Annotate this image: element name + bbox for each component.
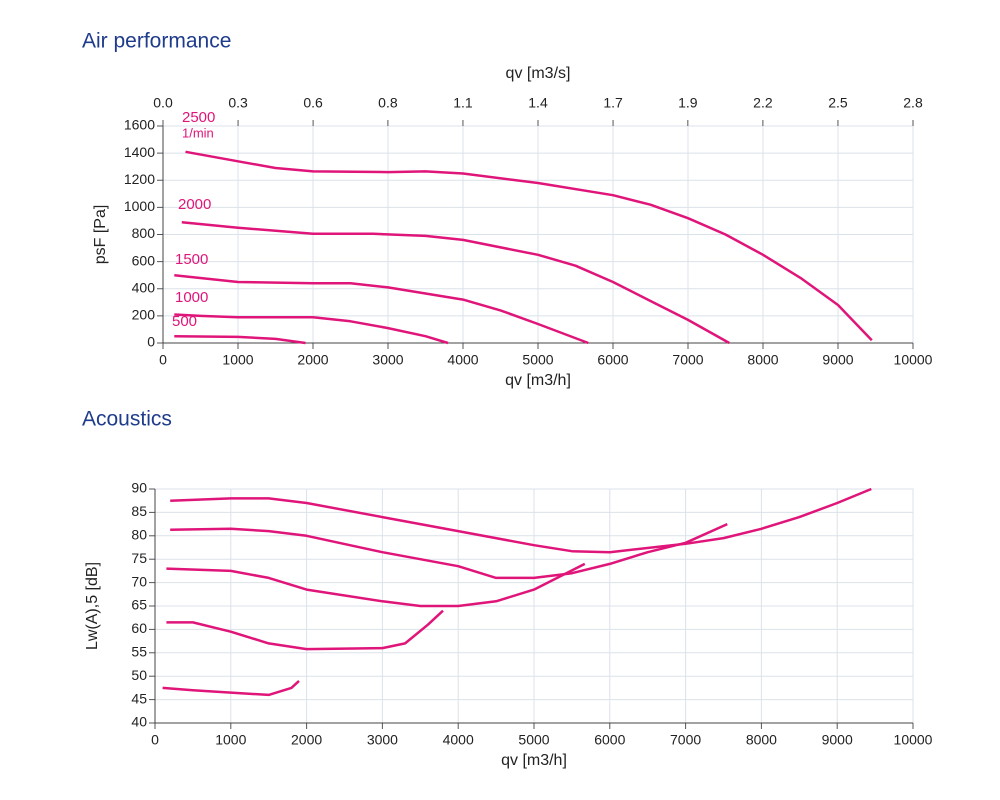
y-tick-label: 90: [131, 480, 147, 496]
y-tick-label: 0: [147, 334, 155, 350]
y-tick-label: 40: [131, 714, 147, 730]
chart-title: Acoustics: [82, 408, 172, 431]
x2-tick-label: 1.7: [603, 95, 623, 111]
x-tick-label: 5000: [522, 352, 553, 368]
y-tick-label: 1000: [124, 198, 155, 214]
x-tick-label: 9000: [822, 352, 853, 368]
x-tick-label: 10000: [894, 732, 933, 748]
x-tick-label: 7000: [672, 352, 703, 368]
y-tick-label: 600: [132, 252, 156, 268]
series-line: [166, 609, 444, 651]
series-line: [170, 487, 872, 554]
series-label: 1500: [175, 251, 208, 268]
y-tick-label: 1400: [124, 144, 155, 160]
y-tick-label: 200: [132, 307, 156, 323]
x2-axis-label: qv [m3/s]: [506, 65, 571, 82]
series-line: [166, 562, 586, 608]
series-label: 2500: [182, 109, 215, 126]
series-line: [174, 334, 306, 345]
x2-tick-label: 0.0: [153, 95, 173, 111]
y-tick-label: 85: [131, 503, 147, 519]
x-axis-label: qv [m3/h]: [501, 752, 567, 769]
x2-tick-label: 1.9: [678, 95, 698, 111]
x2-tick-label: 1.1: [453, 95, 473, 111]
y-tick-label: 60: [131, 620, 147, 636]
x-tick-label: 0: [151, 732, 159, 748]
x-tick-label: 3000: [372, 352, 403, 368]
y-tick-label: 50: [131, 667, 147, 683]
chart-title: Air performance: [82, 30, 231, 53]
y-tick-label: 55: [131, 644, 147, 660]
y-tick-label: 1600: [124, 117, 155, 133]
x-tick-label: 6000: [597, 352, 628, 368]
y-tick-label: 80: [131, 527, 147, 543]
series-line: [174, 273, 589, 345]
x-tick-label: 3000: [367, 732, 398, 748]
y-axis-label: Lw(A),5 [dB]: [84, 562, 101, 650]
y-tick-label: 70: [131, 573, 147, 589]
y-tick-label: 400: [132, 279, 156, 295]
x-tick-label: 7000: [670, 732, 701, 748]
series-line: [174, 313, 449, 345]
x2-tick-label: 0.6: [303, 95, 323, 111]
unit-label: 1/min: [182, 125, 214, 140]
y-tick-label: 65: [131, 597, 147, 613]
x2-tick-label: 0.8: [378, 95, 398, 111]
series-label: 500: [172, 313, 197, 330]
x2-tick-label: 1.4: [528, 95, 548, 111]
x-tick-label: 2000: [297, 352, 328, 368]
x-axis-label: qv [m3/h]: [505, 372, 571, 389]
x-tick-label: 1000: [222, 352, 253, 368]
x2-tick-label: 2.8: [903, 95, 923, 111]
x2-tick-label: 2.2: [753, 95, 773, 111]
x2-tick-label: 2.5: [828, 95, 848, 111]
y-tick-label: 1200: [124, 171, 155, 187]
x-tick-label: 5000: [518, 732, 549, 748]
y-tick-label: 45: [131, 690, 147, 706]
y-tick-label: 75: [131, 550, 147, 566]
x-tick-label: 8000: [746, 732, 777, 748]
x-tick-label: 10000: [894, 352, 933, 368]
series-line: [162, 679, 300, 697]
series-line: [170, 522, 728, 580]
series-line: [181, 221, 730, 345]
x-tick-label: 8000: [747, 352, 778, 368]
series-label: 2000: [178, 196, 211, 213]
x-tick-label: 0: [159, 352, 167, 368]
y-axis-label: psF [Pa]: [92, 205, 109, 265]
series-line: [185, 150, 873, 342]
series-label: 1000: [175, 289, 208, 306]
y-tick-label: 800: [132, 225, 156, 241]
x-tick-label: 2000: [291, 732, 322, 748]
x-tick-label: 9000: [822, 732, 853, 748]
x-tick-label: 1000: [215, 732, 246, 748]
x-tick-label: 4000: [443, 732, 474, 748]
x-tick-label: 6000: [594, 732, 625, 748]
x2-tick-label: 0.3: [228, 95, 248, 111]
x-tick-label: 4000: [447, 352, 478, 368]
